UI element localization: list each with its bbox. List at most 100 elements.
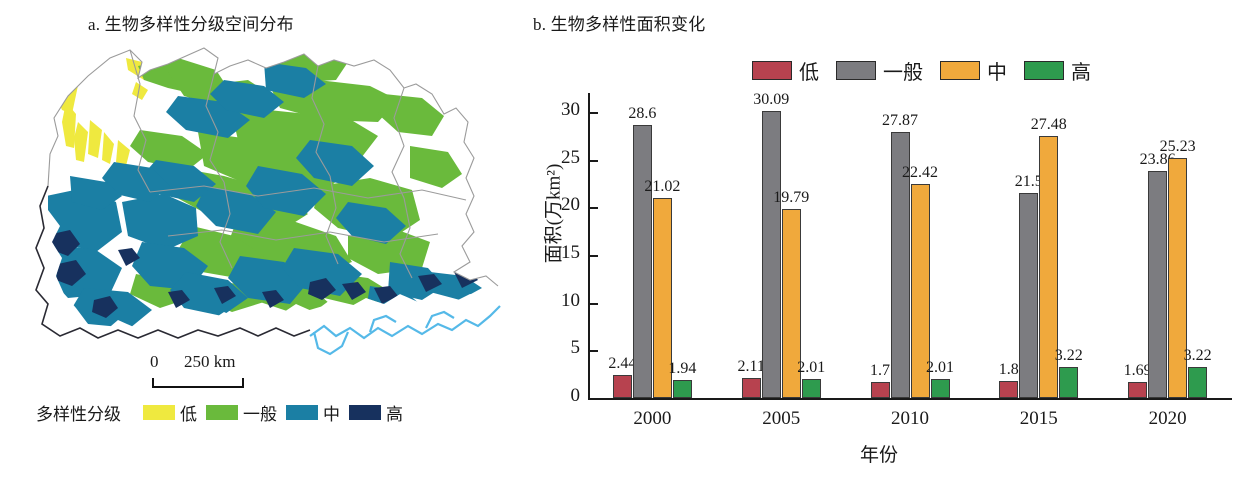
bar-value-label: 2.44 (608, 354, 637, 372)
bar-value-label: 21.5 (1014, 173, 1043, 191)
bar-2010-中 (910, 184, 930, 398)
bar-value-label: 1.8 (998, 360, 1019, 378)
x-axis-title: 年份 (859, 445, 898, 466)
x-axis-line (588, 398, 1232, 400)
map-legend-label-high: 高 (386, 405, 403, 424)
x-axis-tick-label: 2015 (1019, 408, 1058, 429)
bar-value-label: 1.69 (1123, 361, 1152, 379)
map-legend-label-low: 低 (180, 405, 197, 424)
y-axis-tick (590, 207, 598, 210)
y-axis-tick (590, 302, 598, 305)
map-scale-bar: 0 250 km (150, 352, 270, 394)
bar-value-label: 25.23 (1159, 137, 1196, 155)
map-legend-swatch-high (349, 405, 381, 420)
bar-2020-低 (1128, 381, 1148, 398)
panel-a-map: a. 生物多样性分级空间分布 (0, 0, 520, 478)
bar-value-label: 2.11 (737, 357, 765, 375)
map-svg (18, 36, 502, 356)
y-axis-tick-label: 5 (570, 337, 581, 359)
chart-legend-swatch-medium (940, 61, 980, 80)
y-axis-tick-label: 15 (561, 242, 580, 264)
bar-2010-高 (930, 378, 950, 398)
bar-2015-一般 (1019, 193, 1039, 398)
bar-2000-一般 (632, 125, 652, 398)
bar-value-label: 30.09 (753, 91, 790, 109)
bar-2005-低 (741, 377, 761, 398)
map-raster-layer (48, 52, 482, 328)
bar-2005-中 (781, 209, 801, 398)
bar-2010-低 (870, 381, 890, 398)
y-axis-tick (590, 255, 598, 258)
bar-2020-中 (1168, 157, 1188, 398)
scale-bar-rule (152, 378, 244, 388)
map-legend-item-high: 高 (349, 400, 403, 425)
bar-2005-一般 (761, 111, 781, 398)
y-axis-tick-label: 30 (561, 99, 580, 121)
chart-legend: 低 一般 中 高 (752, 56, 1091, 85)
y-axis-tick (590, 112, 598, 115)
x-axis-tick-label: 2000 (633, 408, 672, 429)
map-legend-item-low: 低 (143, 400, 197, 425)
chart-panel-title: b. 生物多样性面积变化 (533, 15, 706, 34)
map-legend-label-medium: 中 (323, 405, 340, 424)
scale-bar-zero: 0 (150, 352, 159, 371)
y-axis-tick (590, 350, 598, 353)
river-line (309, 305, 501, 356)
bar-value-label: 21.02 (644, 177, 681, 195)
chart-legend-item-high: 高 (1024, 56, 1091, 85)
y-axis-tick-label: 20 (561, 194, 580, 216)
bar-value-label: 3.22 (1183, 347, 1212, 365)
chart-legend-swatch-general (836, 61, 876, 80)
map-legend-label-general: 一般 (243, 405, 277, 424)
province-boundaries (47, 47, 499, 287)
chart-legend-label-high: 高 (1071, 62, 1091, 84)
bar-2015-低 (999, 380, 1019, 398)
bar-2010-一般 (890, 132, 910, 398)
x-axis-tick-label: 2020 (1148, 408, 1187, 429)
bar-value-label: 3.22 (1054, 347, 1083, 365)
chart-legend-swatch-high (1024, 61, 1064, 80)
bar-value-label: 2.01 (926, 358, 954, 376)
map-legend-swatch-medium (286, 405, 318, 420)
panel-b-chart: b. 生物多样性面积变化 低 一般 中 高 面积(万km²) 年份 (520, 0, 1238, 478)
x-axis-tick-label: 2005 (762, 408, 801, 429)
map-legend-item-general: 一般 (206, 400, 277, 425)
bar-value-label: 22.42 (902, 164, 938, 182)
chart-legend-item-medium: 中 (940, 56, 1007, 85)
x-axis-tick-label: 2010 (891, 408, 929, 429)
y-axis-line (588, 93, 590, 400)
map-legend-item-medium: 中 (286, 400, 340, 425)
bar-2005-高 (801, 378, 821, 398)
diversity-map (18, 36, 502, 356)
bar-2000-高 (672, 379, 692, 398)
chart-legend-label-medium: 中 (987, 62, 1007, 84)
chart-legend-swatch-low (752, 61, 792, 80)
bar-value-label: 2.01 (797, 358, 826, 376)
map-legend-swatch-general (206, 405, 238, 420)
chart-legend-item-general: 一般 (836, 56, 923, 85)
y-axis-tick-label: 0 (570, 385, 581, 406)
bar-value-label: 1.7 (870, 361, 890, 379)
bar-value-label: 27.48 (1030, 116, 1067, 134)
map-legend-caption: 多样性分级 (36, 405, 121, 424)
bar-2015-中 (1039, 136, 1059, 398)
scale-bar-length: 250 km (184, 352, 236, 371)
y-axis-tick-label: 10 (561, 289, 580, 311)
region-outline (35, 185, 311, 339)
map-panel-title: a. 生物多样性分级空间分布 (88, 15, 294, 34)
bar-value-label: 28.6 (628, 105, 657, 123)
y-axis-tick-label: 25 (561, 146, 580, 168)
bar-2000-低 (612, 374, 632, 398)
y-axis-tick (590, 159, 598, 162)
bar-value-label: 23.86 (1139, 150, 1176, 168)
bar-2020-一般 (1148, 170, 1168, 398)
bar-2020-高 (1188, 367, 1208, 398)
bar-2000-中 (652, 197, 672, 398)
chart-legend-label-low: 低 (799, 62, 819, 84)
bar-value-label: 1.94 (668, 359, 697, 377)
y-axis-tick (590, 398, 598, 400)
map-legend: 多样性分级 低 一般 中 高 (36, 400, 403, 425)
bar-chart-plot: 面积(万km²) 年份 0 5 10 15 20 25 30 2.44 28.6 21.02 1.9… (520, 0, 1238, 478)
bar-2015-高 (1059, 367, 1079, 398)
